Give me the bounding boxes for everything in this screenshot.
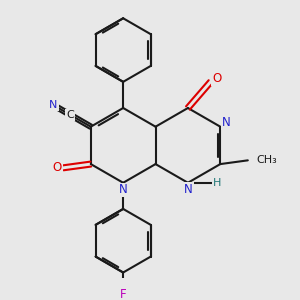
Text: CH₃: CH₃ — [257, 155, 278, 165]
Text: N: N — [184, 183, 193, 196]
Text: N: N — [119, 184, 128, 196]
Text: F: F — [120, 288, 127, 300]
Text: O: O — [212, 72, 221, 85]
Text: O: O — [52, 161, 62, 174]
Text: N: N — [222, 116, 231, 129]
Text: H: H — [213, 178, 221, 188]
Text: N: N — [49, 100, 58, 110]
Text: C: C — [66, 110, 74, 120]
